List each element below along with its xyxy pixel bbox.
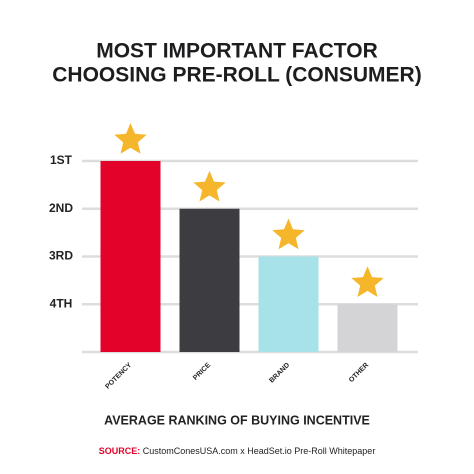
x-tick-label: OTHER [348, 362, 370, 384]
y-tick-label: 2ND [49, 201, 73, 215]
x-tick-label: PRICE [192, 362, 212, 382]
y-tick-label: 3RD [49, 249, 73, 263]
y-tick-label: 4TH [50, 296, 73, 310]
bar [337, 304, 398, 352]
bar [100, 161, 161, 352]
bar [258, 256, 319, 352]
star-icon [193, 170, 226, 202]
chart-title: MOST IMPORTANT FACTOR [96, 40, 378, 63]
x-tick-label: POTENCY [104, 362, 133, 391]
x-axis-label: AVERAGE RANKING OF BUYING INCENTIVE [104, 413, 370, 427]
y-tick-label: 1ST [50, 153, 73, 167]
star-icon [114, 123, 147, 154]
bar [179, 208, 240, 352]
x-tick-label: BRAND [268, 362, 291, 385]
star-icon [272, 218, 305, 250]
source-label: SOURCE: [99, 446, 141, 456]
source-text: CustomConesUSA.com x HeadSet.io Pre-Roll… [143, 446, 376, 456]
chart-title: CHOOSING PRE-ROLL (CONSUMER) [52, 64, 421, 87]
source: SOURCE: CustomConesUSA.com x HeadSet.io … [99, 446, 376, 456]
star-icon [351, 266, 384, 297]
